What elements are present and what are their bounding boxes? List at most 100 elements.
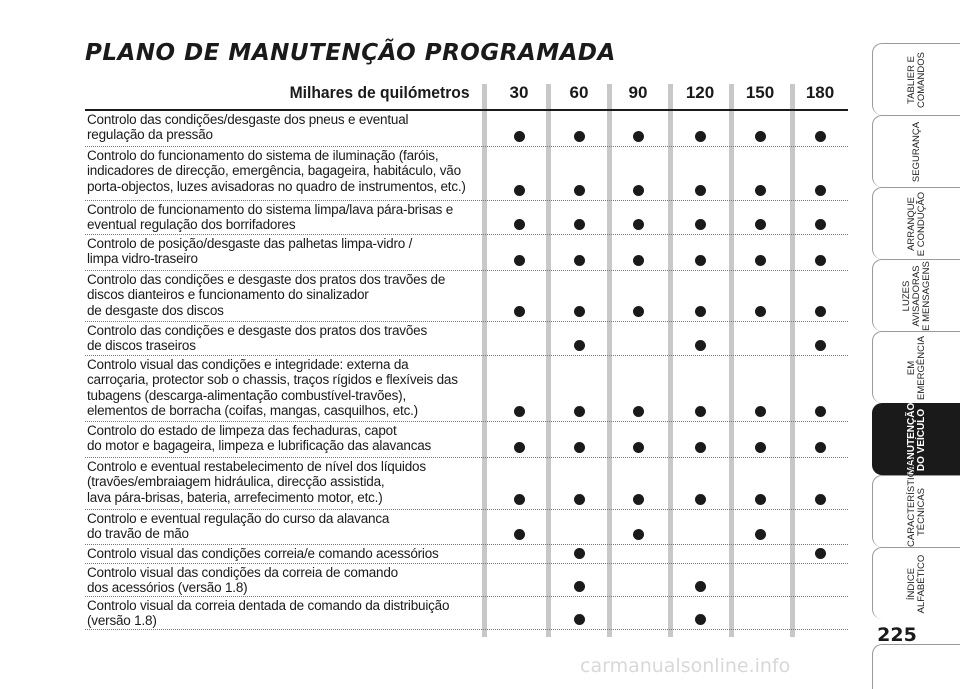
- interval-check-dot: [694, 255, 706, 266]
- chapter-tab[interactable]: EM EMERGÊNCIA: [872, 331, 960, 403]
- chapter-tab[interactable]: TABLIER E COMANDOS: [872, 43, 960, 115]
- column-bar: [607, 84, 612, 637]
- chapter-tab-label: CARACTERÍSTICAS TÉCNICAS: [906, 457, 927, 547]
- interval-check-dot: [513, 442, 525, 453]
- table-row: Controlo e eventual restabelecimento de …: [85, 458, 848, 510]
- interval-check-dot: [573, 255, 585, 266]
- chapter-tab-label: EM EMERGÊNCIA: [906, 336, 927, 400]
- table-row: Controlo de funcionamento do sistema lim…: [85, 201, 848, 235]
- interval-check-dot: [754, 406, 766, 417]
- interval-header-120: 120: [685, 83, 715, 102]
- interval-check-dot: [694, 185, 706, 196]
- row-description: Controlo do funcionamento do sistema de …: [87, 148, 466, 194]
- interval-check-dot: [632, 255, 644, 266]
- interval-check-dot: [814, 131, 826, 142]
- table-row: Controlo visual das condições e integrid…: [85, 356, 848, 422]
- chapter-tab-label: SEGURANÇA: [911, 121, 922, 183]
- interval-check-dot: [632, 306, 644, 317]
- interval-check-dot: [814, 406, 826, 417]
- interval-check-dot: [513, 306, 525, 317]
- table-row: Controlo das condições/desgaste dos pneu…: [85, 111, 848, 147]
- interval-check-dot: [573, 131, 585, 142]
- interval-check-dot: [632, 219, 644, 230]
- interval-check-dot: [754, 131, 766, 142]
- interval-header-30: 30: [509, 83, 529, 102]
- chapter-tab[interactable]: ÍNDICE ALFABÉTICO: [872, 547, 960, 619]
- interval-check-dot: [694, 219, 706, 230]
- interval-check-dot: [573, 614, 585, 625]
- column-bar: [668, 84, 673, 637]
- chapter-tabs: TABLIER E COMANDOS SEGURANÇA ARRANQUE E CO…: [872, 0, 960, 689]
- page-title: PLANO DE MANUTENÇÃO PROGRAMADA: [85, 40, 616, 66]
- interval-check-dot: [632, 442, 644, 453]
- interval-check-dot: [754, 529, 766, 540]
- row-description: Controlo do estado de limpeza das fechad…: [87, 423, 432, 454]
- row-description: Controlo visual das condições e integrid…: [87, 357, 458, 418]
- interval-check-dot: [694, 581, 706, 592]
- chapter-tab[interactable]: CARACTERÍSTICAS TÉCNICAS: [872, 457, 960, 547]
- interval-check-dot: [513, 255, 525, 266]
- interval-check-dot: [754, 185, 766, 196]
- interval-header-label: Milhares de quilómetros: [290, 83, 470, 102]
- interval-header-90: 90: [628, 83, 648, 102]
- interval-check-dot: [513, 185, 525, 196]
- row-description: Controlo das condições e desgaste dos pr…: [87, 323, 428, 354]
- interval-header-180: 180: [805, 83, 835, 102]
- column-bar: [790, 84, 795, 637]
- watermark-text: carmanualsonline.info: [580, 655, 791, 677]
- row-description: Controlo visual das condições da correia…: [87, 565, 398, 596]
- chapter-tab[interactable]: ARRANQUE E CONDUÇÃO: [872, 187, 960, 259]
- interval-check-dot: [513, 131, 525, 142]
- table-row: Controlo de posição/desgaste das palheta…: [85, 235, 848, 271]
- interval-check-dot: [814, 442, 826, 453]
- maintenance-table: Controlo das condições/desgaste dos pneu…: [85, 111, 848, 630]
- row-description: Controlo e eventual restabelecimento de …: [87, 459, 426, 505]
- interval-check-dot: [754, 306, 766, 317]
- interval-check-dot: [632, 529, 644, 540]
- table-row: Controlo visual das condições correia/e …: [85, 545, 848, 564]
- interval-check-dot: [573, 442, 585, 453]
- interval-check-dot: [814, 255, 826, 266]
- interval-check-dot: [694, 306, 706, 317]
- header-rule: [85, 109, 848, 111]
- interval-check-dot: [754, 442, 766, 453]
- interval-check-dot: [573, 340, 585, 351]
- interval-check-dot: [814, 219, 826, 230]
- interval-check-dot: [694, 614, 706, 625]
- chapter-tab-label: LUZES AVISADORAS E MENSAGENS: [901, 261, 932, 331]
- interval-check-dot: [573, 494, 585, 505]
- interval-check-dot: [513, 494, 525, 505]
- row-description: Controlo visual da correia dentada de co…: [87, 598, 450, 629]
- interval-check-dot: [513, 219, 525, 230]
- page-number: 225: [877, 624, 917, 646]
- row-description: Controlo de posição/desgaste das palheta…: [87, 236, 413, 267]
- interval-check-dot: [573, 306, 585, 317]
- interval-check-dot: [573, 581, 585, 592]
- chapter-tab-label: TABLIER E COMANDOS: [906, 52, 927, 108]
- interval-check-dot: [814, 548, 826, 559]
- interval-check-dot: [694, 131, 706, 142]
- column-bar: [546, 84, 551, 637]
- table-row: Controlo das condições e desgaste dos pr…: [85, 271, 848, 322]
- interval-check-dot: [573, 219, 585, 230]
- column-bar: [482, 84, 487, 637]
- column-bar: [729, 84, 734, 637]
- interval-check-dot: [632, 131, 644, 142]
- chapter-tab-label: ÍNDICE ALFABÉTICO: [906, 554, 927, 614]
- interval-check-dot: [694, 340, 706, 351]
- interval-check-dot: [513, 406, 525, 417]
- chapter-tab[interactable]: SEGURANÇA: [872, 115, 960, 187]
- interval-check-dot: [513, 529, 525, 540]
- table-row: Controlo visual da correia dentada de co…: [85, 597, 848, 630]
- interval-check-dot: [694, 442, 706, 453]
- interval-header-60: 60: [569, 83, 589, 102]
- interval-check-dot: [694, 406, 706, 417]
- chapter-tab[interactable]: MANUTENÇÃO DO VEÍCULO: [872, 403, 960, 475]
- chapter-tab[interactable]: LUZES AVISADORAS E MENSAGENS: [872, 259, 960, 331]
- interval-check-dot: [814, 494, 826, 505]
- table-row: Controlo das condições e desgaste dos pr…: [85, 322, 848, 356]
- interval-check-dot: [814, 340, 826, 351]
- table-row: Controlo do funcionamento do sistema de …: [85, 147, 848, 201]
- interval-check-dot: [814, 306, 826, 317]
- interval-check-dot: [573, 548, 585, 559]
